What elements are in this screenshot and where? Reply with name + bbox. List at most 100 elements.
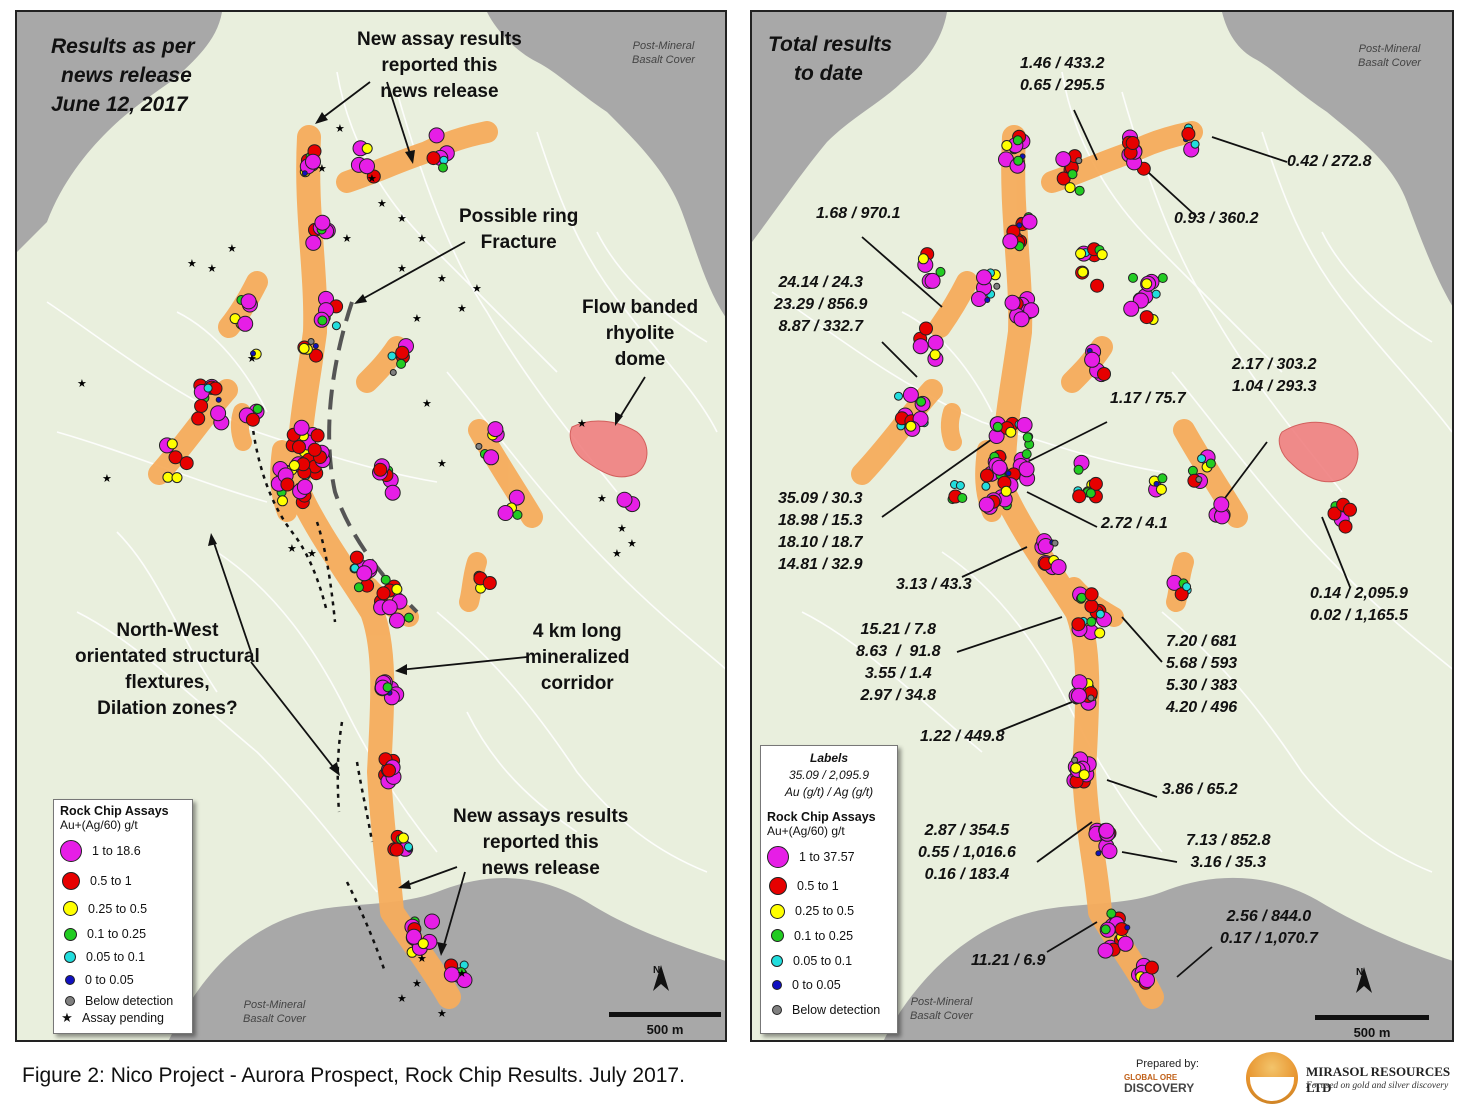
sample-point [1016, 222, 1023, 229]
legend-label: 0.1 to 0.25 [794, 928, 854, 943]
basalt-cover-top-left [17, 12, 222, 252]
prepared-by-label: Prepared by: [1136, 1058, 1199, 1070]
assay-value: 7.13 / 852.8 [1186, 832, 1271, 849]
sample-point [1195, 476, 1203, 483]
sample-point [179, 456, 194, 471]
assay-pending-star: ★ [397, 212, 407, 225]
basalt-label-top: Post-Mineral Basalt Cover [1358, 42, 1421, 71]
assay-pending-star: ★ [417, 232, 427, 245]
sample-point [356, 565, 373, 582]
sample-point [1125, 136, 1140, 150]
sample-point [194, 399, 209, 413]
sample-point [215, 396, 222, 403]
assay-value: 8.63 / 91.8 [856, 643, 941, 660]
sample-point [1050, 559, 1067, 575]
north-label: N [653, 965, 661, 976]
mirasol-title: MIRASOL RESOURCES LTD [1306, 1064, 1451, 1095]
sample-point [1106, 908, 1117, 919]
sample-point [981, 481, 991, 491]
legend-label: Assay pending [82, 1011, 165, 1025]
assay-pending-star: ★ [412, 977, 422, 990]
assay-label-v19: 11.21 / 6.9 [971, 950, 1045, 972]
assay-label-v15: 3.86 / 65.2 [1162, 779, 1238, 801]
legend-label: 1 to 18.6 [92, 844, 141, 858]
assay-label-v3: 0.93 / 360.2 [1174, 208, 1259, 230]
basalt-cover-bottom [884, 877, 1452, 1040]
sample-point [978, 496, 995, 513]
assay-pending-star: ★ [457, 967, 467, 980]
sample-point [1075, 157, 1083, 165]
sample-point [1084, 351, 1101, 368]
sample-point [301, 170, 308, 177]
sample-point [1004, 294, 1021, 311]
sample-point [1071, 674, 1088, 691]
assay-pending-star: ★ [367, 172, 377, 185]
assay-pending-star: ★ [457, 302, 467, 315]
sample-point [353, 582, 364, 593]
sample-point [404, 842, 413, 852]
sample-point [1000, 485, 1012, 497]
callout-ring-fracture: Possible ring Fracture [459, 204, 578, 256]
assay-value: 0.14 / 2,095.9 [1310, 585, 1408, 602]
sample-point [310, 428, 325, 443]
sample-point [1021, 449, 1032, 460]
legend-item: ★ Assay pending [60, 1010, 186, 1026]
legend-label: 0.05 to 0.1 [86, 950, 146, 964]
legend-swatch-blue [65, 975, 75, 985]
callout-new-assays-top: New assay results reported this news rel… [357, 27, 522, 105]
sample-point [1097, 942, 1114, 959]
sample-point [349, 550, 364, 565]
sample-point [312, 343, 319, 349]
sample-point [1100, 924, 1111, 935]
legend-swatch-blue [772, 980, 782, 990]
sample-point [1087, 694, 1095, 702]
callout-arrows [211, 81, 646, 953]
sample-point [1074, 185, 1085, 196]
assay-value: 2.72 / 4.1 [1101, 515, 1168, 532]
legend-item: 0.5 to 1 [60, 866, 186, 895]
sample-point [403, 612, 414, 623]
callout-line: rhyolite [605, 323, 675, 344]
assay-label-v14: 1.22 / 449.8 [920, 726, 1005, 748]
title-line: Total results [768, 33, 893, 56]
callout-corridor: 4 km long mineralized corridor [525, 619, 630, 697]
assay-label-v8: 35.09 / 30.3 18.98 / 15.3 18.10 / 18.7 14.8… [778, 488, 863, 576]
assay-value: 2.17 / 303.2 [1232, 356, 1317, 373]
sample-point [1021, 213, 1038, 230]
assay-value: 3.13 / 43.3 [896, 576, 972, 593]
assay-value: 3.55 / 1.4 [864, 665, 932, 682]
legend-label: 0.5 to 1 [797, 879, 839, 893]
assay-label-v16: 2.87 / 354.5 0.55 / 1,016.6 0.16 / 183.4 [918, 820, 1016, 886]
sample-point [1088, 476, 1103, 491]
legend-item: 0 to 0.05 [767, 973, 891, 997]
basalt-label-bottom: Post-Mineral Basalt Cover [910, 995, 973, 1024]
sample-point [162, 471, 174, 483]
assay-label-v2: 0.42 / 272.8 [1287, 151, 1372, 173]
north-arrow-icon [1356, 967, 1372, 993]
assay-value: 1.17 / 75.7 [1110, 390, 1186, 407]
sample-point [384, 484, 401, 501]
callout-new-assays-bottom: New assays results reported this news re… [453, 804, 628, 882]
assay-pending-star: ★ [422, 397, 432, 410]
sample-point [309, 348, 323, 363]
legend-label: 1 to 37.57 [799, 849, 855, 864]
callout-line: news release [481, 858, 600, 879]
assay-value: 18.98 / 15.3 [778, 512, 863, 529]
sample-point [929, 349, 941, 361]
legend-label: 0 to 0.05 [792, 978, 841, 992]
assay-value: 14.81 / 32.9 [778, 556, 863, 573]
sample-point [405, 928, 422, 945]
assay-pending-star: ★ [77, 377, 87, 390]
sample-point [1064, 182, 1076, 194]
assay-label-v17: 7.13 / 852.8 3.16 / 35.3 [1186, 830, 1271, 874]
cover-label-line: Basalt Cover [910, 1010, 973, 1023]
legend-swatch-magenta [767, 845, 789, 868]
sample-point [1075, 248, 1087, 260]
assay-pending-star: ★ [437, 272, 447, 285]
sample-point [957, 493, 968, 503]
sample-point [917, 253, 929, 265]
sample-point [1139, 972, 1155, 988]
sample-point [1078, 769, 1090, 781]
legend-item: 0.5 to 1 [767, 873, 891, 899]
sample-point [1085, 488, 1096, 499]
